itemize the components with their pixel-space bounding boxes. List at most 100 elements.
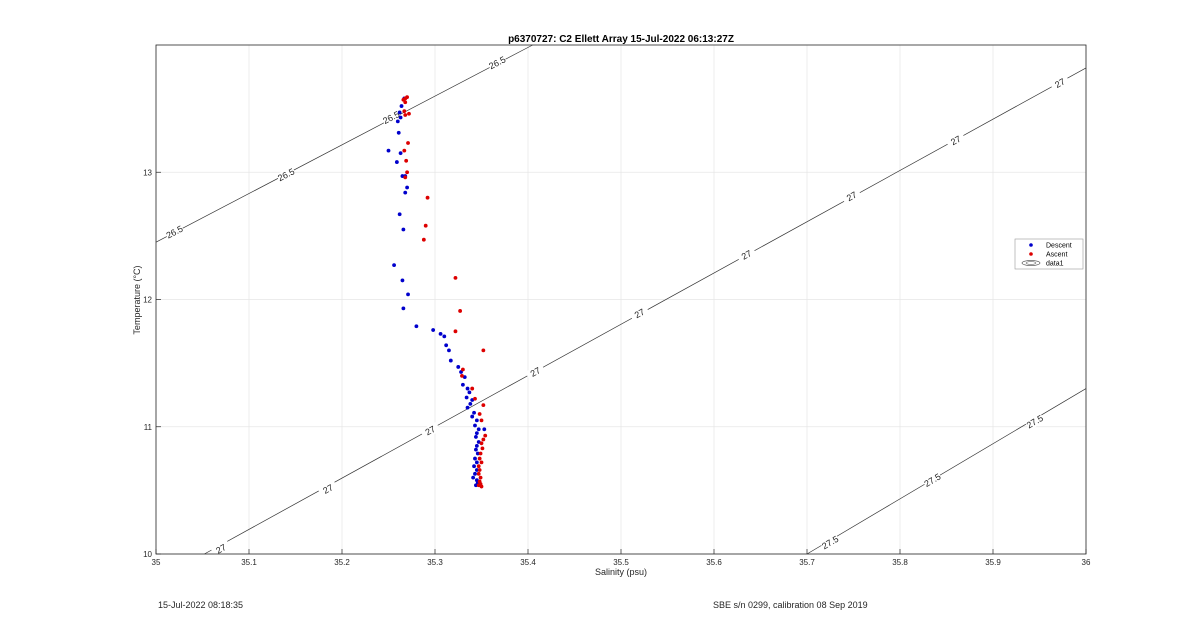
point-ascent xyxy=(453,329,458,334)
y-axis-label: Temperature (°C) xyxy=(132,265,142,334)
point-ascent xyxy=(478,451,483,456)
isopycnal-label: 27 xyxy=(424,424,438,438)
point-ascent xyxy=(477,456,482,461)
point-descent xyxy=(438,331,443,336)
point-ascent xyxy=(402,109,407,114)
point-ascent xyxy=(481,403,486,408)
point-descent xyxy=(398,115,403,120)
point-descent xyxy=(405,185,409,190)
point-descent xyxy=(448,358,453,363)
calibration-note: SBE s/n 0299, calibration 08 Sep 2019 xyxy=(713,600,868,610)
point-ascent xyxy=(453,275,458,280)
point-ascent xyxy=(406,141,410,145)
isopycnal-label-bg xyxy=(1024,412,1046,431)
point-descent xyxy=(474,447,478,452)
legend-marker-ascent xyxy=(1029,252,1033,256)
point-ascent xyxy=(476,464,481,469)
point-descent xyxy=(472,410,476,415)
point-ascent xyxy=(481,437,486,442)
point-descent xyxy=(461,382,465,387)
point-ascent xyxy=(405,170,409,175)
point-descent xyxy=(403,190,408,195)
point-ascent xyxy=(423,223,428,228)
point-descent xyxy=(473,471,477,476)
isopycnal-label-bg xyxy=(487,54,508,72)
isopycnal-label: 27 xyxy=(321,482,335,496)
legend-marker-data1-inner xyxy=(1025,261,1037,265)
x-tick-label: 35.8 xyxy=(892,558,908,567)
point-ascent xyxy=(476,471,481,476)
point-descent xyxy=(472,464,476,469)
point-descent xyxy=(473,456,477,461)
point-descent xyxy=(431,328,436,332)
x-tick-label: 35.6 xyxy=(706,558,722,567)
point-descent xyxy=(456,365,461,369)
isopycnal-label-bg xyxy=(420,421,441,440)
point-ascent xyxy=(461,367,465,372)
isopycnal-label: 27 xyxy=(740,248,754,262)
point-ascent xyxy=(479,460,484,465)
y-tick-label: 10 xyxy=(143,550,152,559)
legend: Descent Ascent data1 xyxy=(1014,238,1084,270)
point-descent xyxy=(397,110,402,115)
point-descent xyxy=(444,343,449,348)
legend-label-descent: Descent xyxy=(1046,243,1072,250)
isopycnal-label: 27 xyxy=(529,365,543,379)
isopycnal-label: 27 xyxy=(214,542,228,556)
point-ascent xyxy=(407,111,411,116)
point-descent xyxy=(465,405,470,410)
point-ascent xyxy=(403,175,408,180)
point-descent xyxy=(398,151,403,156)
isopycnal-line xyxy=(806,388,1087,555)
point-descent xyxy=(473,423,477,428)
isopycnal-label-bg xyxy=(210,540,232,558)
point-descent xyxy=(394,160,399,164)
point-ascent xyxy=(479,484,484,489)
isopycnal-label: 27 xyxy=(949,134,963,148)
point-ascent xyxy=(470,386,475,391)
x-tick-label: 35.9 xyxy=(985,558,1001,567)
point-ascent xyxy=(478,475,483,480)
point-ascent xyxy=(405,95,409,100)
point-ascent xyxy=(479,441,484,446)
point-ascent xyxy=(425,195,430,200)
x-tick-label: 35.5 xyxy=(613,558,629,567)
point-ascent xyxy=(404,158,409,163)
point-descent xyxy=(397,212,402,217)
point-descent xyxy=(399,104,404,108)
isopycnal-label: 27 xyxy=(633,307,647,321)
point-descent xyxy=(414,324,419,329)
y-tick-label: 13 xyxy=(143,168,152,177)
point-descent xyxy=(474,443,479,448)
isopycnal-label-bg xyxy=(736,246,757,264)
point-ascent xyxy=(403,113,408,117)
point-descent xyxy=(471,475,476,480)
point-ascent xyxy=(480,446,485,451)
x-tick-label: 35.3 xyxy=(427,558,443,567)
isopycnal-label-bg xyxy=(629,304,650,323)
y-tick-label: 12 xyxy=(143,296,152,305)
chart-title: p6370727: C2 Ellett Array 15-Jul-2022 06… xyxy=(508,34,734,45)
legend-marker-data1 xyxy=(1021,260,1041,266)
point-descent xyxy=(386,148,391,153)
print-timestamp: 15-Jul-2022 08:18:35 xyxy=(158,600,244,610)
point-descent xyxy=(464,395,469,400)
point-descent xyxy=(474,431,479,436)
point-descent xyxy=(401,227,406,232)
point-ascent xyxy=(483,433,488,438)
point-descent xyxy=(474,468,479,472)
isopycnal-label-bg xyxy=(945,131,967,150)
isopycnal-label: 26.5 xyxy=(487,54,507,71)
point-descent xyxy=(442,334,447,339)
y-tick-label: 11 xyxy=(144,423,153,432)
point-ascent xyxy=(481,348,486,353)
isopycnal-label-bg xyxy=(317,480,339,498)
isopycnal-label: 27 xyxy=(1053,76,1067,90)
legend-box xyxy=(1014,238,1084,270)
point-ascent xyxy=(421,237,426,242)
x-tick-label: 35.7 xyxy=(799,558,815,567)
point-descent xyxy=(468,401,473,406)
isopycnal-label-bg xyxy=(525,363,546,381)
grid xyxy=(155,45,1087,555)
point-ascent xyxy=(403,100,408,105)
